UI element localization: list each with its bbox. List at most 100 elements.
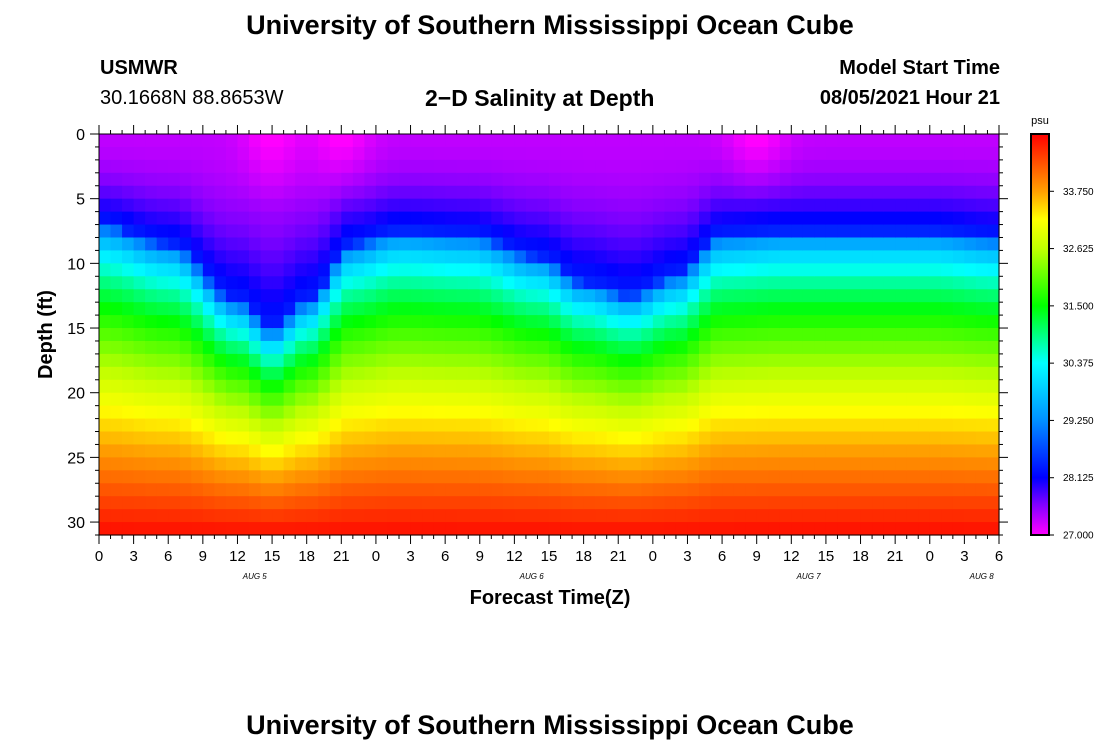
heatmap-cell — [906, 146, 919, 161]
heatmap-cell — [929, 457, 942, 471]
heatmap-cell — [191, 328, 204, 342]
heatmap-cell — [699, 353, 712, 368]
heatmap-cell — [722, 418, 735, 433]
heatmap-cell — [964, 289, 977, 303]
heatmap-cell — [479, 302, 492, 316]
heatmap-cell — [352, 470, 365, 484]
heatmap-cell — [225, 289, 239, 303]
heatmap-cell — [341, 159, 354, 174]
heatmap-cell — [202, 289, 215, 303]
heatmap-cell — [352, 405, 365, 420]
heatmap-cell — [906, 172, 919, 187]
heatmap-cell — [110, 237, 123, 252]
heatmap-cell — [664, 134, 677, 148]
heatmap-cell — [329, 366, 342, 381]
heatmap-cell — [699, 237, 712, 252]
heatmap-cell — [583, 328, 596, 342]
heatmap-cell — [156, 353, 169, 368]
heatmap-cell — [987, 224, 1000, 239]
heatmap-cell — [872, 431, 885, 446]
heatmap-cell — [606, 470, 619, 484]
heatmap-cell — [387, 289, 400, 303]
heatmap-cell — [825, 134, 839, 148]
heatmap-cell — [756, 289, 769, 303]
heatmap-cell — [710, 146, 723, 161]
heatmap-cell — [249, 496, 262, 510]
heatmap-cell — [664, 328, 677, 342]
heatmap-cell — [906, 315, 919, 329]
heatmap-cell — [225, 146, 239, 161]
heatmap-cell — [572, 302, 585, 316]
heatmap-cell — [387, 431, 400, 446]
heatmap-cell — [745, 134, 758, 148]
heatmap-cell — [249, 328, 262, 342]
heatmap-cell — [514, 379, 527, 394]
heatmap-cell — [606, 483, 619, 497]
heatmap-cell — [260, 379, 273, 394]
heatmap-cell — [652, 353, 665, 368]
heatmap-cell — [387, 315, 400, 329]
heatmap-cell — [837, 237, 850, 252]
heatmap-cell — [514, 328, 527, 342]
heatmap-cell — [756, 211, 769, 226]
heatmap-cell — [572, 392, 585, 407]
heatmap-cell — [237, 328, 250, 342]
heatmap-cell — [733, 237, 746, 252]
heatmap-cell — [525, 263, 539, 277]
heatmap-cell — [514, 522, 527, 536]
heatmap-cell — [779, 237, 792, 252]
heatmap-cell — [375, 276, 389, 290]
heatmap-cell — [756, 470, 769, 484]
heatmap-cell — [629, 405, 642, 420]
heatmap-cell — [929, 340, 942, 355]
heatmap-cell — [341, 315, 354, 329]
heatmap-cell — [849, 379, 862, 394]
heatmap-cell — [249, 366, 262, 381]
heatmap-cell — [883, 431, 896, 446]
heatmap-cell — [975, 250, 989, 264]
heatmap-cell — [860, 328, 873, 342]
heatmap-cell — [872, 340, 885, 355]
heatmap-cell — [422, 211, 435, 226]
heatmap-cell — [306, 470, 319, 484]
heatmap-cell — [456, 289, 469, 303]
heatmap-cell — [329, 509, 342, 523]
heatmap-cell — [364, 211, 377, 226]
heatmap-cell — [756, 496, 769, 510]
heatmap-cell — [468, 366, 481, 381]
heatmap-cell — [479, 457, 492, 471]
heatmap-cell — [179, 496, 192, 510]
heatmap-cell — [110, 379, 123, 394]
heatmap-cell — [225, 172, 239, 187]
heatmap-cell — [99, 418, 112, 433]
heatmap-cell — [941, 159, 954, 174]
heatmap-cell — [849, 276, 862, 290]
heatmap-cell — [318, 134, 331, 148]
heatmap-cell — [906, 237, 919, 252]
heatmap-cell — [491, 159, 504, 174]
heatmap-cell — [514, 263, 527, 277]
heatmap-cell — [825, 340, 839, 355]
heatmap-cell — [214, 198, 227, 213]
heatmap-cell — [722, 496, 735, 510]
x-axis-label: Forecast Time(Z) — [470, 587, 631, 609]
heatmap-cell — [687, 159, 700, 174]
heatmap-cell — [179, 146, 192, 161]
heatmap-cell — [849, 340, 862, 355]
heatmap-cell — [629, 263, 642, 277]
heatmap-cell — [537, 340, 550, 355]
heatmap-cell — [110, 134, 123, 148]
heatmap-cell — [987, 431, 1000, 446]
heatmap-cell — [606, 302, 619, 316]
heatmap-cell — [583, 172, 596, 187]
heatmap-cell — [537, 418, 550, 433]
heatmap-cell — [768, 250, 781, 264]
heatmap-cell — [768, 134, 781, 148]
heatmap-cell — [906, 509, 919, 523]
date-label: AUG 7 — [796, 572, 822, 581]
heatmap-cell — [768, 457, 781, 471]
heatmap-cell — [802, 457, 815, 471]
heatmap-cell — [964, 444, 977, 458]
heatmap-cell — [802, 211, 815, 226]
heatmap-cell — [502, 315, 515, 329]
